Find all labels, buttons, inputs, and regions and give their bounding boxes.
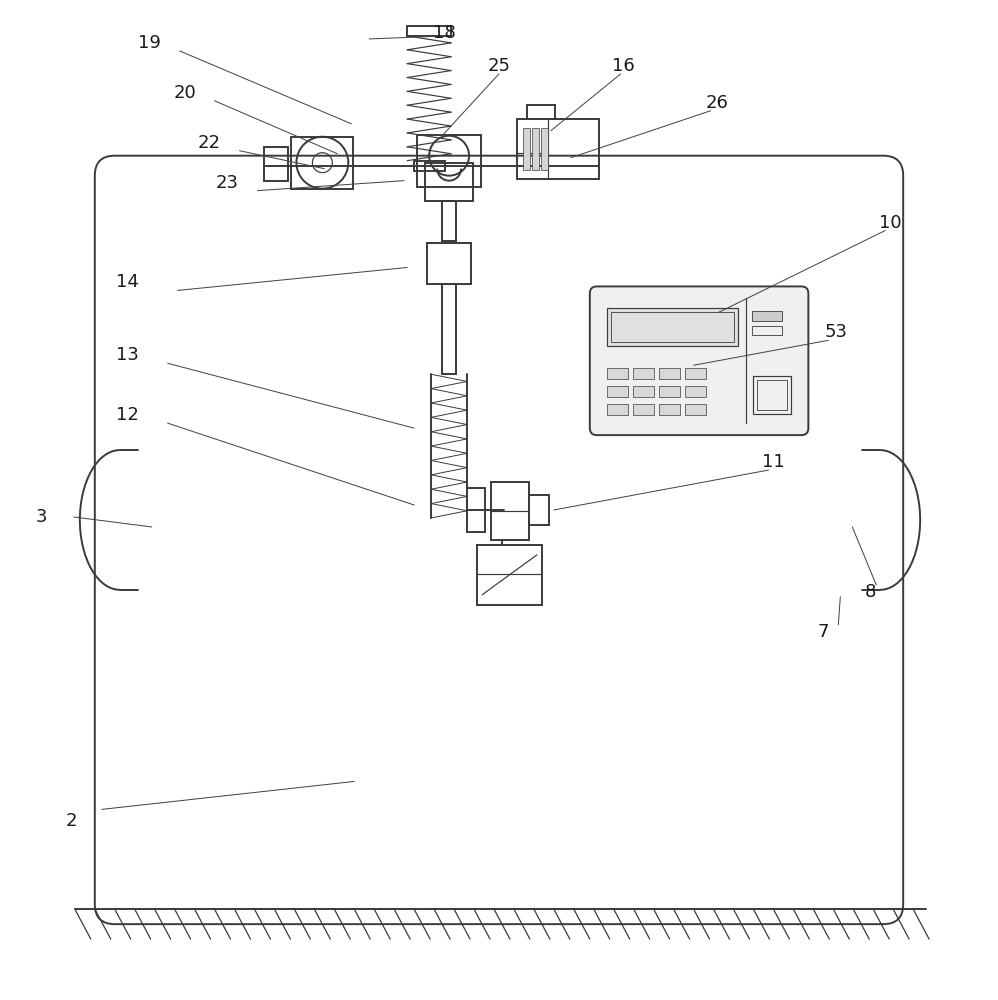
FancyBboxPatch shape [590,286,808,435]
Bar [607,404,628,415]
Bar [659,404,680,415]
Bar [633,386,654,397]
Text: 10: 10 [879,214,901,232]
Text: 11: 11 [762,453,784,471]
FancyBboxPatch shape [95,156,903,924]
Bar [752,326,782,335]
Bar [529,495,549,525]
Bar [264,147,288,181]
Text: 8: 8 [864,583,876,601]
Text: 26: 26 [706,94,728,112]
Bar [753,376,791,414]
Bar [442,284,456,374]
Bar [523,128,530,170]
Text: 19: 19 [139,34,161,52]
Bar [467,488,485,532]
Bar [752,311,782,321]
Bar [607,386,628,397]
Bar [607,368,628,379]
Bar [541,128,548,170]
Bar [425,163,473,201]
Text: 23: 23 [216,174,240,192]
Bar [685,368,706,379]
Bar [427,243,471,284]
Bar [633,404,654,415]
Text: 53: 53 [824,323,848,341]
Bar [685,404,706,415]
Bar [491,482,529,540]
Text: 13: 13 [117,346,139,364]
Bar [407,26,451,36]
Text: 7: 7 [817,623,829,641]
Text: 22: 22 [198,134,222,152]
Text: 18: 18 [433,24,455,42]
Bar [527,105,555,119]
Text: 3: 3 [36,508,48,526]
Text: 14: 14 [117,273,139,291]
Bar [633,368,654,379]
Bar [517,119,599,179]
Text: 12: 12 [117,406,139,424]
Bar [659,386,680,397]
Bar [659,368,680,379]
Bar [442,201,456,241]
Text: 25: 25 [487,57,511,75]
Bar [532,128,539,170]
Bar [607,308,739,346]
Bar [685,386,706,397]
Text: 2: 2 [66,812,78,830]
Bar [757,380,787,410]
Bar [611,312,735,342]
Text: 16: 16 [613,57,635,75]
Bar [417,135,481,187]
Text: 20: 20 [174,84,196,102]
Bar [414,161,444,171]
Bar [477,545,542,605]
Bar [291,137,353,189]
